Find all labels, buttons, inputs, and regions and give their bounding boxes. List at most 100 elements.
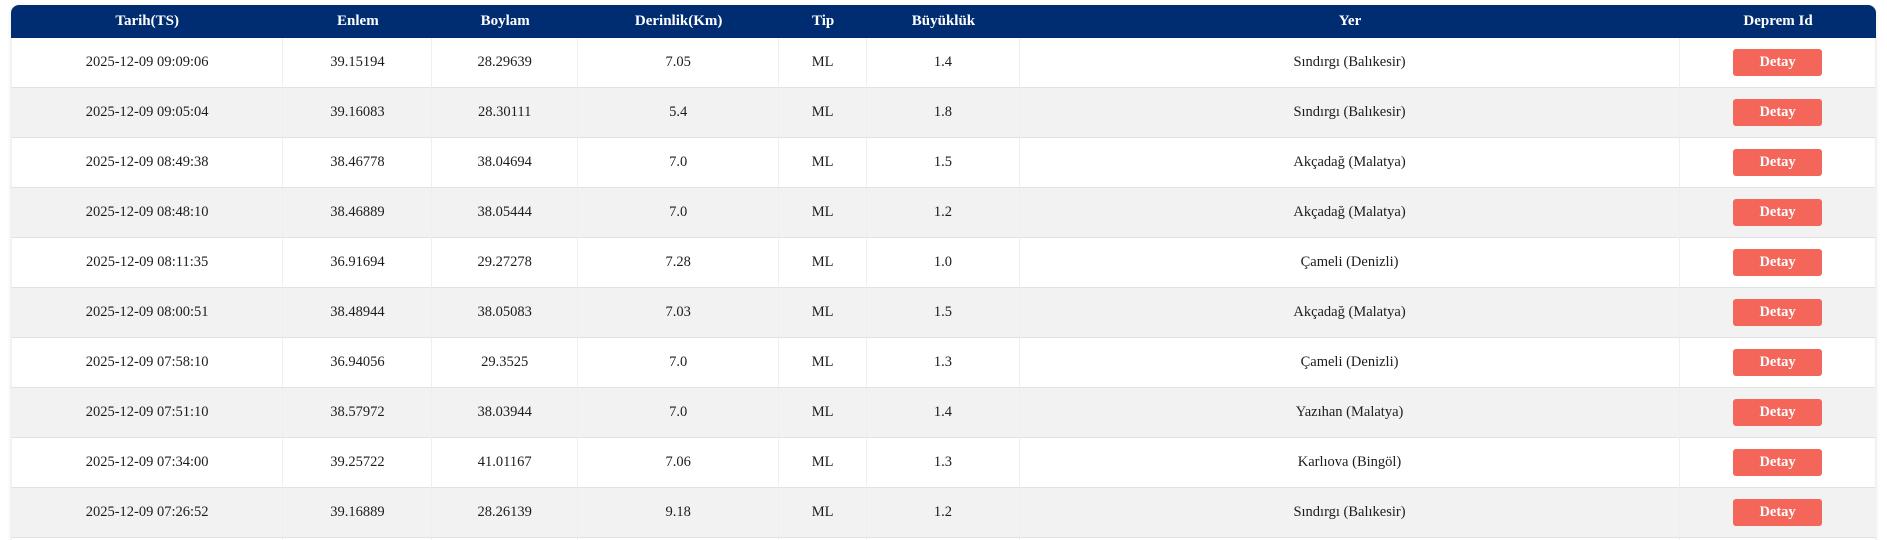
cell-tip: ML bbox=[779, 288, 867, 338]
cell-yer: Sındırgı (Balıkesir) bbox=[1019, 488, 1681, 538]
cell-boylam: 28.30111 bbox=[432, 88, 578, 138]
cell-deprem-id: Detay bbox=[1680, 38, 1876, 88]
cell-tip: ML bbox=[779, 338, 867, 388]
table-header-row: Tarih(TS) Enlem Boylam Derinlik(Km) Tip … bbox=[11, 5, 1876, 38]
cell-buyukluk: 1.2 bbox=[866, 488, 1020, 538]
cell-boylam: 28.26139 bbox=[432, 488, 578, 538]
cell-boylam: 41.01167 bbox=[432, 438, 578, 488]
detay-button[interactable]: Detay bbox=[1733, 48, 1822, 77]
cell-buyukluk: 1.8 bbox=[866, 88, 1020, 138]
cell-tip: ML bbox=[779, 88, 867, 138]
cell-yer: Sındırgı (Balıkesir) bbox=[1019, 88, 1681, 138]
cell-yer: Karlıova (Bingöl) bbox=[1019, 438, 1681, 488]
table-row: 2025-12-09 08:00:51 38.48944 38.05083 7.… bbox=[11, 288, 1876, 338]
cell-buyukluk: 1.3 bbox=[866, 338, 1020, 388]
table-row: 2025-12-09 07:58:10 36.94056 29.3525 7.0… bbox=[11, 338, 1876, 388]
earthquake-table-container: Tarih(TS) Enlem Boylam Derinlik(Km) Tip … bbox=[11, 5, 1876, 540]
cell-tarih: 2025-12-09 07:34:00 bbox=[11, 438, 284, 488]
cell-yer: Akçadağ (Malatya) bbox=[1019, 138, 1681, 188]
cell-tarih: 2025-12-09 07:26:52 bbox=[11, 488, 284, 538]
cell-yer: Çameli (Denizli) bbox=[1019, 338, 1681, 388]
detay-button[interactable]: Detay bbox=[1733, 448, 1822, 477]
detay-button[interactable]: Detay bbox=[1733, 298, 1822, 327]
cell-enlem: 38.46889 bbox=[283, 188, 433, 238]
column-header-derinlik: Derinlik(Km) bbox=[577, 5, 780, 38]
table-row: 2025-12-09 07:26:52 39.16889 28.26139 9.… bbox=[11, 488, 1876, 538]
cell-yer: Yazıhan (Malatya) bbox=[1019, 388, 1681, 438]
cell-buyukluk: 1.5 bbox=[866, 138, 1020, 188]
table-row: 2025-12-09 09:09:06 39.15194 28.29639 7.… bbox=[11, 38, 1876, 88]
table-row: 2025-12-09 08:49:38 38.46778 38.04694 7.… bbox=[11, 138, 1876, 188]
cell-tarih: 2025-12-09 07:58:10 bbox=[11, 338, 284, 388]
cell-enlem: 38.46778 bbox=[283, 138, 433, 188]
cell-derinlik: 7.03 bbox=[577, 288, 780, 338]
cell-boylam: 38.05083 bbox=[432, 288, 578, 338]
table-row-partial bbox=[11, 538, 1876, 540]
cell-deprem-id: Detay bbox=[1680, 438, 1876, 488]
cell-boylam: 28.29639 bbox=[432, 38, 578, 88]
column-header-boylam: Boylam bbox=[432, 5, 578, 38]
cell-tarih: 2025-12-09 07:51:10 bbox=[11, 388, 284, 438]
cell-tarih: 2025-12-09 08:48:10 bbox=[11, 188, 284, 238]
cell-tarih: 2025-12-09 08:00:51 bbox=[11, 288, 284, 338]
cell-tip: ML bbox=[779, 388, 867, 438]
detay-button[interactable]: Detay bbox=[1733, 148, 1822, 177]
cell-buyukluk: 1.3 bbox=[866, 438, 1020, 488]
cell-deprem-id: Detay bbox=[1680, 488, 1876, 538]
cell-tip: ML bbox=[779, 138, 867, 188]
cell-enlem: 39.25722 bbox=[283, 438, 433, 488]
cell-buyukluk: 1.4 bbox=[866, 38, 1020, 88]
cell-enlem: 39.16083 bbox=[283, 88, 433, 138]
cell-boylam: 29.3525 bbox=[432, 338, 578, 388]
cell-boylam: 38.03944 bbox=[432, 388, 578, 438]
column-header-tip: Tip bbox=[779, 5, 867, 38]
cell-enlem: 36.91694 bbox=[283, 238, 433, 288]
cell-enlem: 38.48944 bbox=[283, 288, 433, 338]
column-header-yer: Yer bbox=[1019, 5, 1681, 38]
partial-next-row bbox=[11, 538, 1876, 540]
table-row: 2025-12-09 09:05:04 39.16083 28.30111 5.… bbox=[11, 88, 1876, 138]
table-header: Tarih(TS) Enlem Boylam Derinlik(Km) Tip … bbox=[11, 5, 1876, 38]
table-row: 2025-12-09 07:34:00 39.25722 41.01167 7.… bbox=[11, 438, 1876, 488]
cell-tarih: 2025-12-09 08:49:38 bbox=[11, 138, 284, 188]
cell-deprem-id: Detay bbox=[1680, 288, 1876, 338]
column-header-buyukluk: Büyüklük bbox=[866, 5, 1020, 38]
cell-buyukluk: 1.4 bbox=[866, 388, 1020, 438]
table-row: 2025-12-09 08:11:35 36.91694 29.27278 7.… bbox=[11, 238, 1876, 288]
cell-tarih: 2025-12-09 08:11:35 bbox=[11, 238, 284, 288]
cell-derinlik: 7.05 bbox=[577, 38, 780, 88]
column-header-enlem: Enlem bbox=[283, 5, 433, 38]
cell-boylam: 38.05444 bbox=[432, 188, 578, 238]
cell-derinlik: 7.0 bbox=[577, 188, 780, 238]
cell-buyukluk: 1.2 bbox=[866, 188, 1020, 238]
detay-button[interactable]: Detay bbox=[1733, 398, 1822, 427]
cell-tip: ML bbox=[779, 438, 867, 488]
cell-enlem: 39.15194 bbox=[283, 38, 433, 88]
cell-derinlik: 7.28 bbox=[577, 238, 780, 288]
cell-deprem-id: Detay bbox=[1680, 138, 1876, 188]
cell-tip: ML bbox=[779, 188, 867, 238]
cell-yer: Akçadağ (Malatya) bbox=[1019, 188, 1681, 238]
cell-derinlik: 7.0 bbox=[577, 138, 780, 188]
cell-enlem: 36.94056 bbox=[283, 338, 433, 388]
cell-derinlik: 9.18 bbox=[577, 488, 780, 538]
cell-yer: Çameli (Denizli) bbox=[1019, 238, 1681, 288]
cell-buyukluk: 1.0 bbox=[866, 238, 1020, 288]
cell-tip: ML bbox=[779, 488, 867, 538]
cell-buyukluk: 1.5 bbox=[866, 288, 1020, 338]
cell-derinlik: 5.4 bbox=[577, 88, 780, 138]
earthquake-table-body: 2025-12-09 09:09:06 39.15194 28.29639 7.… bbox=[11, 38, 1876, 538]
cell-deprem-id: Detay bbox=[1680, 338, 1876, 388]
cell-tip: ML bbox=[779, 38, 867, 88]
detay-button[interactable]: Detay bbox=[1733, 198, 1822, 227]
detay-button[interactable]: Detay bbox=[1733, 98, 1822, 127]
cell-deprem-id: Detay bbox=[1680, 238, 1876, 288]
cell-boylam: 29.27278 bbox=[432, 238, 578, 288]
cell-enlem: 39.16889 bbox=[283, 488, 433, 538]
detay-button[interactable]: Detay bbox=[1733, 348, 1822, 377]
cell-boylam: 38.04694 bbox=[432, 138, 578, 188]
detay-button[interactable]: Detay bbox=[1733, 248, 1822, 277]
detay-button[interactable]: Detay bbox=[1733, 498, 1822, 527]
cell-derinlik: 7.0 bbox=[577, 338, 780, 388]
table-row: 2025-12-09 07:51:10 38.57972 38.03944 7.… bbox=[11, 388, 1876, 438]
